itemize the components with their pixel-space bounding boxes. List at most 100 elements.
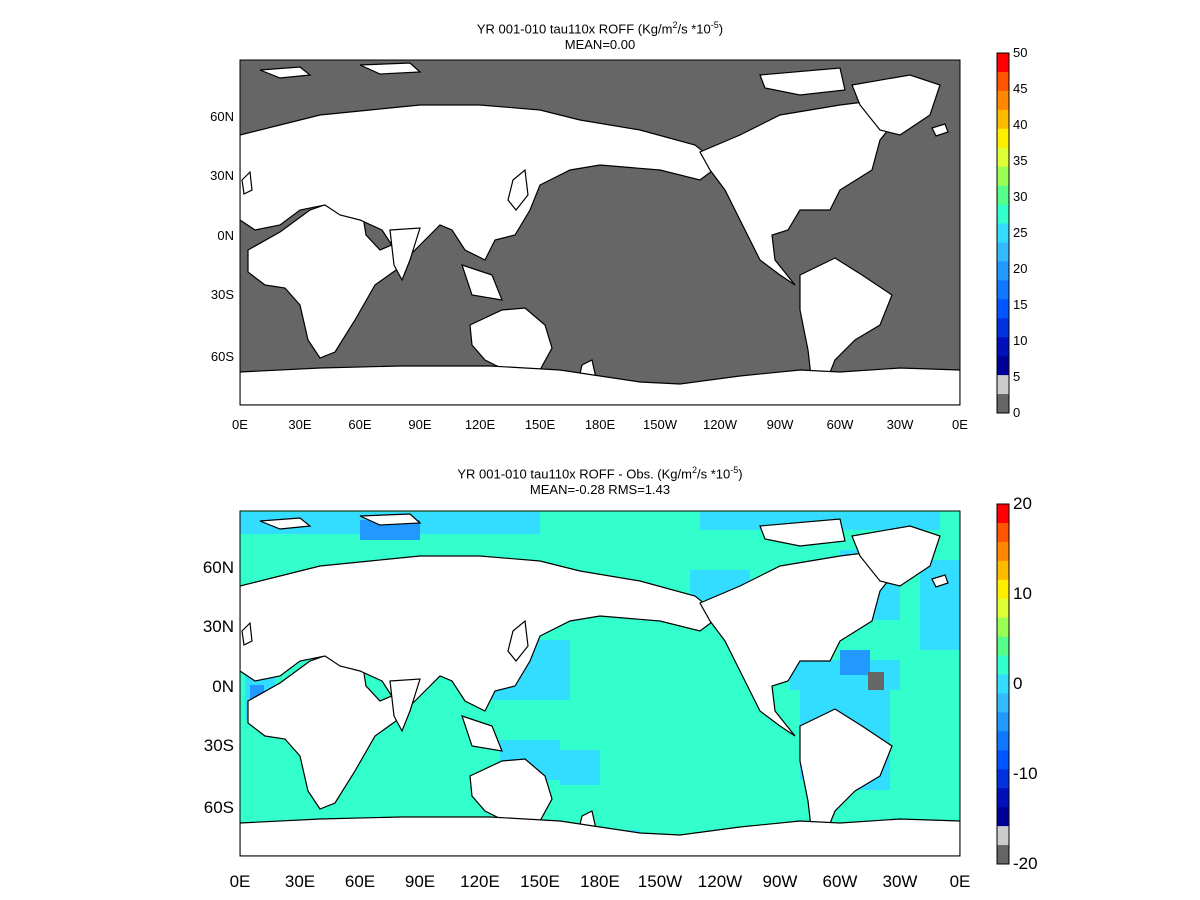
panel2-colorbar-label: 10 <box>1013 584 1032 603</box>
colorbar-swatch <box>997 826 1009 846</box>
panel1-lon-label: 150E <box>524 417 556 432</box>
panel2-lon-label: 120W <box>697 872 743 891</box>
panel2-lon-label: 90W <box>762 872 798 891</box>
panel1-colorbar-label: 45 <box>1013 81 1028 96</box>
colorbar-swatch <box>997 185 1009 206</box>
colorbar-swatch <box>997 598 1009 619</box>
colorbar-swatch <box>997 655 1009 676</box>
panel1-colorbar <box>996 52 1010 414</box>
colorbar-swatch <box>997 242 1009 262</box>
colorbar-swatch <box>997 356 1009 376</box>
panel1-lat-label: 60S <box>210 348 234 364</box>
colorbar-swatch <box>997 712 1009 732</box>
colorbar-frame <box>996 52 1010 414</box>
panel1-map <box>240 60 960 405</box>
panel1-lon-label: 90W <box>766 417 794 432</box>
panel1-lat-label: 0N <box>217 227 234 243</box>
panel2-subtitle: MEAN=-0.28 RMS=1.43 <box>529 482 671 497</box>
panel1-lon-label: 0E <box>232 417 248 432</box>
panel2-map <box>240 511 960 856</box>
panel1-colorbar-label: 5 <box>1013 369 1021 384</box>
panel1-colorbar-label: 0 <box>1013 405 1021 420</box>
colorbar-swatch <box>997 71 1009 92</box>
panel1-lon-label: 90E <box>408 417 432 432</box>
colorbar-swatch <box>997 541 1009 562</box>
panel2-lon-label: 180E <box>580 872 620 891</box>
panel1-lon-label: 120W <box>703 417 737 432</box>
panel2-lon-label: 60W <box>822 872 858 891</box>
panel2-lon-label: 0E <box>949 872 971 891</box>
panel1-subtitle: MEAN=0.00 <box>564 37 636 52</box>
colorbar-swatch <box>997 788 1009 808</box>
panel2-lon-label: 60E <box>344 872 376 891</box>
colorbar-frame <box>996 503 1010 865</box>
colorbar-swatch <box>997 318 1009 338</box>
panel1-lon-label: 0E <box>952 417 968 432</box>
colorbar-swatch <box>997 204 1009 225</box>
colorbar-swatch <box>997 579 1009 600</box>
colorbar-swatch <box>997 674 1009 694</box>
panel2-lon-label: 150E <box>520 872 560 891</box>
panel2-lon-label: 0E <box>229 872 251 891</box>
colorbar-swatch <box>997 337 1009 357</box>
colorbar-swatch <box>997 261 1009 281</box>
panel1-lon-label: 30W <box>886 417 914 432</box>
panel2-colorbar-label: 0 <box>1013 674 1023 693</box>
colorbar-swatch <box>997 731 1009 751</box>
colorbar-swatch <box>997 845 1009 865</box>
colorbar-swatch <box>997 375 1009 395</box>
panel2-lon-label: 120E <box>460 872 500 891</box>
panel1-lon-label: 60E <box>348 417 372 432</box>
panel2-lat-label: 60N <box>202 557 234 577</box>
colorbar-swatch <box>997 299 1009 319</box>
colorbar-swatch <box>997 617 1009 638</box>
panel1-title: YR 001-010 tau110x ROFF (Kg/m2/s *10-5) <box>476 20 724 37</box>
colorbar-swatch <box>997 750 1009 770</box>
colorbar-swatch <box>997 522 1009 543</box>
panel2-lon-label: 90E <box>404 872 436 891</box>
panel2-lat-label: 30S <box>203 735 234 755</box>
panel1-lat-label: 60N <box>210 108 234 124</box>
colorbar-swatch <box>997 90 1009 111</box>
panel2-colorbar-label: -20 <box>1013 854 1038 873</box>
panel1-colorbar-label: 15 <box>1013 297 1028 312</box>
panel2-lat-label: 60S <box>203 797 234 817</box>
panel1-colorbar-label: 10 <box>1013 333 1028 348</box>
colorbar-swatch <box>997 166 1009 187</box>
colorbar-swatch <box>997 769 1009 789</box>
panel1-lon-label: 150W <box>643 417 677 432</box>
panel1-colorbar-label: 20 <box>1013 261 1028 276</box>
panel2-colorbar <box>996 503 1010 865</box>
colorbar-swatch <box>997 147 1009 168</box>
panel2-grey-cell <box>868 672 884 690</box>
panel2-colorbar-label: -10 <box>1013 764 1038 783</box>
colorbar-swatch <box>997 280 1009 300</box>
panel1-lon-label: 180E <box>584 417 616 432</box>
colorbar-swatch <box>997 560 1009 581</box>
panel2-title: YR 001-010 tau110x ROFF - Obs. (Kg/m2/s … <box>457 465 743 482</box>
panel2-lon-label: 30W <box>882 872 918 891</box>
panel1-colorbar-label: 35 <box>1013 153 1028 168</box>
panel1-colorbar-label: 40 <box>1013 117 1028 132</box>
colorbar-swatch <box>997 128 1009 149</box>
colorbar-swatch <box>997 394 1009 414</box>
panel2-lat-label: 0N <box>212 676 234 696</box>
colorbar-swatch <box>997 109 1009 130</box>
panel1-frame <box>239 59 961 406</box>
panel1-lat-label: 30N <box>210 167 234 183</box>
panel1-lat-label: 30S <box>210 286 234 302</box>
panel1-colorbar-label: 50 <box>1013 45 1028 60</box>
colorbar-swatch <box>997 53 1009 73</box>
colorbar-swatch <box>997 504 1009 524</box>
panel1-colorbar-label: 25 <box>1013 225 1028 240</box>
panel2-lon-label: 150W <box>637 872 683 891</box>
colorbar-swatch <box>997 807 1009 827</box>
panel1-lon-label: 30E <box>288 417 312 432</box>
colorbar-swatch <box>997 693 1009 713</box>
colorbar-swatch <box>997 223 1009 243</box>
panel1-lon-label: 60W <box>826 417 854 432</box>
panel1-lon-label: 120E <box>464 417 496 432</box>
panel2-lon-label: 30E <box>284 872 316 891</box>
panel2-frame <box>239 510 961 857</box>
